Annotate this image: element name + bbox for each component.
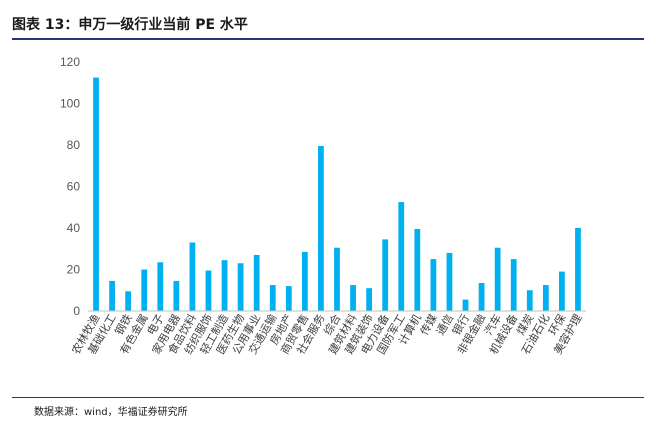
bar [237, 263, 244, 311]
bar [334, 247, 340, 311]
bar [559, 271, 565, 311]
figure-title: 图表 13：申万一级行业当前 PE 水平 [12, 17, 248, 33]
y-tick-label: 20 [67, 263, 81, 277]
source-note: 数据来源：wind，华福证券研究所 [34, 407, 188, 418]
bar [350, 285, 356, 311]
bar [446, 252, 453, 311]
bar [430, 259, 437, 312]
bar [366, 288, 373, 311]
bar [269, 285, 276, 311]
bar [510, 259, 517, 312]
bar [526, 290, 533, 311]
source-rule [12, 397, 644, 398]
bar [189, 242, 196, 311]
x-axis-labels: 农林牧渔基础化工钢铁有色金属电子家用电器食品饮料纺织服饰轻工制造医药生物公用事业… [69, 312, 585, 357]
bar [141, 269, 148, 311]
bar [221, 260, 228, 311]
y-tick-label: 0 [73, 304, 80, 318]
bar [318, 146, 324, 311]
y-tick-label: 100 [60, 97, 80, 111]
bar [93, 77, 99, 311]
bar [542, 285, 549, 311]
bar [478, 282, 485, 311]
bar [414, 229, 421, 311]
y-tick-label: 120 [60, 55, 80, 69]
bar [285, 286, 292, 311]
title-rule [12, 38, 644, 40]
bar [398, 202, 405, 311]
bar [462, 299, 469, 311]
bar-series [93, 77, 581, 312]
y-tick-label: 80 [67, 138, 81, 152]
y-tick-label: 40 [67, 221, 81, 235]
bar [173, 280, 180, 311]
bar [382, 239, 389, 311]
y-tick-label: 60 [67, 180, 81, 194]
bar [301, 251, 308, 311]
bar [157, 262, 164, 311]
bar [125, 291, 132, 311]
bar [253, 254, 260, 311]
bar [575, 228, 581, 311]
bar [109, 280, 115, 311]
bar [205, 270, 212, 311]
pe-bar-chart: 0 20 40 60 80 100 120 农林牧渔基础化工钢铁有色金属电子家用电器食品饮料… [60, 55, 586, 357]
bar [494, 247, 501, 311]
y-axis: 0 20 40 60 80 100 120 [60, 55, 80, 318]
